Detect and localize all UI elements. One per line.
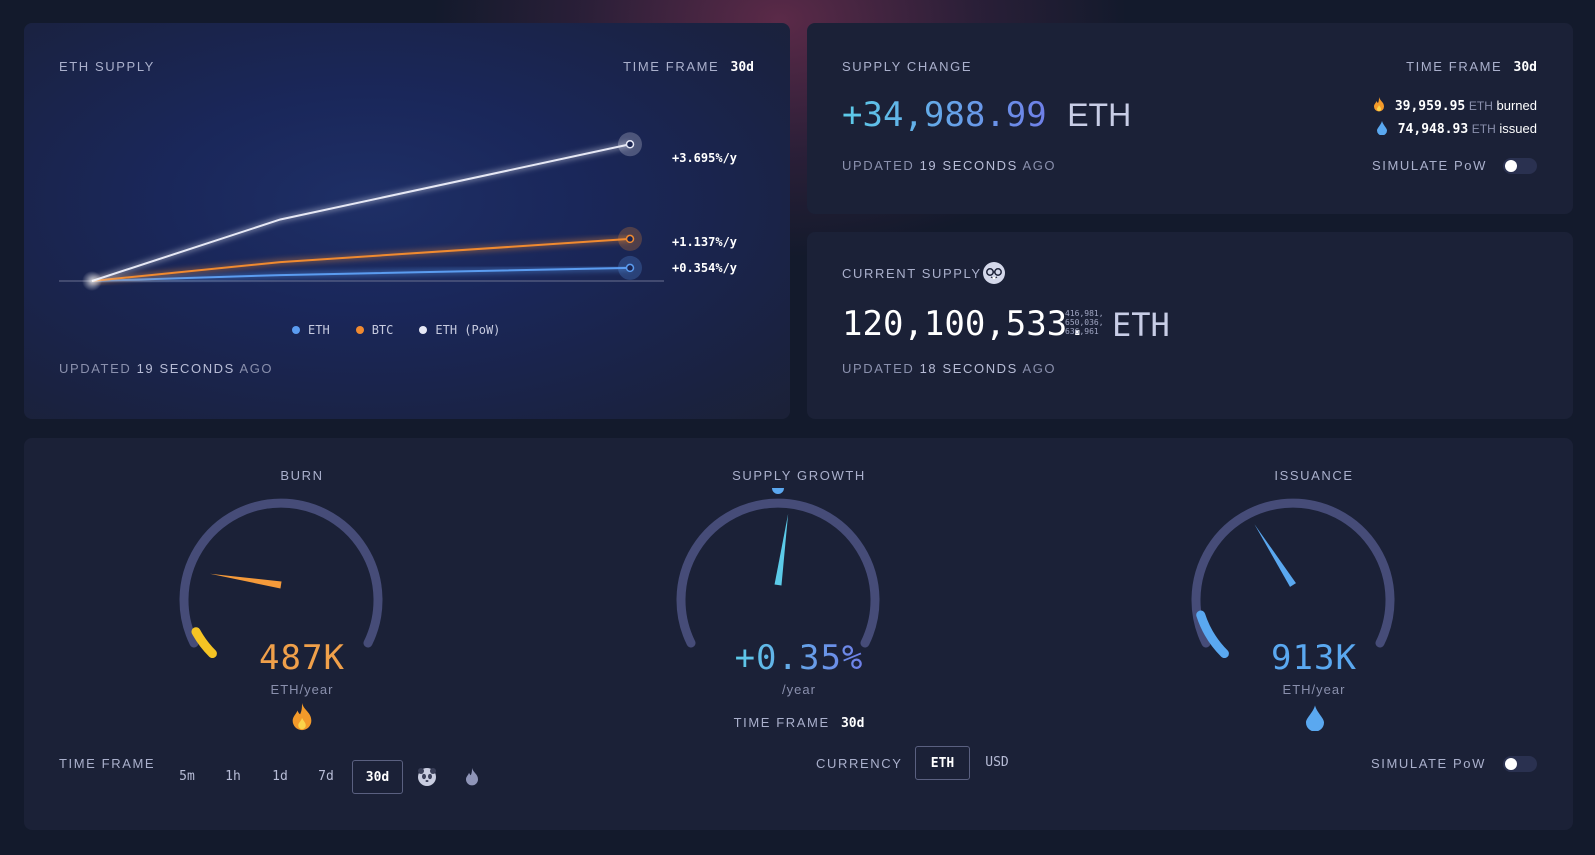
burn-gauge-track [179,498,383,648]
supply-change-title: SUPPLY CHANGE [842,59,973,74]
currency-eth[interactable]: ETH [915,746,970,780]
legend-eth-dot [292,326,300,334]
growth-unit: /year [782,682,816,697]
flame-icon [289,703,315,736]
footer-timeframe-label: TIME FRAME [59,756,156,771]
growth-gauge-marker [772,488,784,494]
supply-change-value: +34,988.99 ETH [842,95,1132,135]
growth-gauge-track [676,498,880,648]
issuance-gauge [1191,498,1395,658]
growth-timeframe: TIME FRAME 30d [733,715,865,731]
chart-legend: ETH BTC ETH (PoW) [292,323,500,337]
supply-change-updated: UPDATED 19 SECONDS AGO [842,158,1057,173]
growth-value: +0.35% [734,638,864,678]
growth-gauge-needle [774,513,789,586]
burn-gauge-fill [191,627,217,658]
footer-simulate-pow-toggle[interactable] [1503,756,1537,772]
footer-simulate-pow-label: SIMULATE PoW [1370,756,1486,771]
burn-gauge [179,498,383,658]
burn-title: BURN [280,468,324,483]
issuance-title: ISSUANCE [1274,468,1354,483]
burn-value: 487K [259,638,345,678]
burned-row: 39,959.95 ETH burned [1373,97,1537,114]
timeframe-label: TIME FRAME [623,59,720,74]
burn-unit: ETH/year [270,682,334,697]
eth-rate-label: +0.354%/y [672,261,738,275]
panda-icon[interactable] [418,768,436,786]
current-supply-value: 120,100,533. [842,304,1088,344]
eth-supply-title: ETH SUPPLY [59,59,155,74]
chart-origin-glow [82,271,102,291]
eth-supply-timeframe: TIME FRAME 30d [623,59,754,75]
eth-pow-series [91,143,631,282]
legend-btc-dot [355,326,364,334]
eth-pow-series-end-point[interactable] [625,140,635,149]
burn-gauge-needle [209,573,282,589]
current-supply-unit: ETH [1112,306,1170,344]
legend-btc[interactable]: BTC [355,323,393,337]
eth-supply-card: ETH SUPPLY TIME FRAME 30d +3.695%/y +1.1… [24,23,790,419]
growth-title: SUPPLY GROWTH [732,468,866,483]
current-supply-card: CURRENT SUPPLY 120,100,533. 416,981, 650… [807,232,1573,419]
eth-pow-series-glow [91,141,631,284]
supply-change-card: SUPPLY CHANGE TIME FRAME 30d +34,988.99 … [807,23,1573,214]
legend-pow-dot [419,326,428,334]
currency-usd[interactable]: USD [985,755,1009,770]
btc-series [91,237,631,282]
timeframe-7d[interactable]: 7d [318,769,334,784]
eth-series [91,266,631,282]
timeframe-1d[interactable]: 1d [272,769,288,784]
gauges-card: BURN 487K ETH/year SUPPLY GROWTH +0.35% … [24,438,1573,830]
nerd-face-icon [983,262,1005,284]
issuance-value: 913K [1271,638,1357,678]
eth-series-end-point[interactable] [625,263,635,273]
issuance-gauge-fill [1196,610,1229,658]
droplet-icon [1377,121,1388,136]
issuance-gauge-track [1191,498,1395,648]
toggle-knob [1505,758,1517,770]
currency-label: CURRENCY [816,756,903,771]
flame-icon [1373,97,1385,112]
issued-row: 74,948.93 ETH issued [1377,121,1537,137]
issuance-unit: ETH/year [1282,682,1346,697]
simulate-pow-label: SIMULATE PoW [1371,158,1487,173]
supply-chart [59,132,664,291]
btc-series-end-point[interactable] [625,234,635,244]
ultrasound-flame-icon[interactable] [464,768,480,791]
pow-rate-label: +3.695%/y [672,151,738,165]
simulate-pow-toggle[interactable] [1503,158,1537,174]
timeframe-value: 30d [730,60,754,75]
eth-supply-updated: UPDATED 19 SECONDS AGO [59,361,274,376]
growth-gauge [676,488,880,648]
issuance-gauge-needle [1254,524,1296,587]
timeframe-1h[interactable]: 1h [225,769,241,784]
current-supply-title: CURRENT SUPPLY [842,266,982,281]
supply-change-timeframe: TIME FRAME 30d [1406,59,1537,75]
legend-eth[interactable]: ETH [292,323,330,337]
current-supply-decimals: 416,981, 650,036, 636,961 [1065,309,1104,336]
timeframe-5m[interactable]: 5m [179,769,195,784]
toggle-knob [1505,160,1517,172]
legend-eth-pow[interactable]: ETH (PoW) [419,323,500,337]
droplet-icon [1306,705,1324,736]
btc-rate-label: +1.137%/y [672,235,738,249]
timeframe-30d[interactable]: 30d [352,760,403,794]
current-supply-updated: UPDATED 18 SECONDS AGO [842,361,1057,376]
